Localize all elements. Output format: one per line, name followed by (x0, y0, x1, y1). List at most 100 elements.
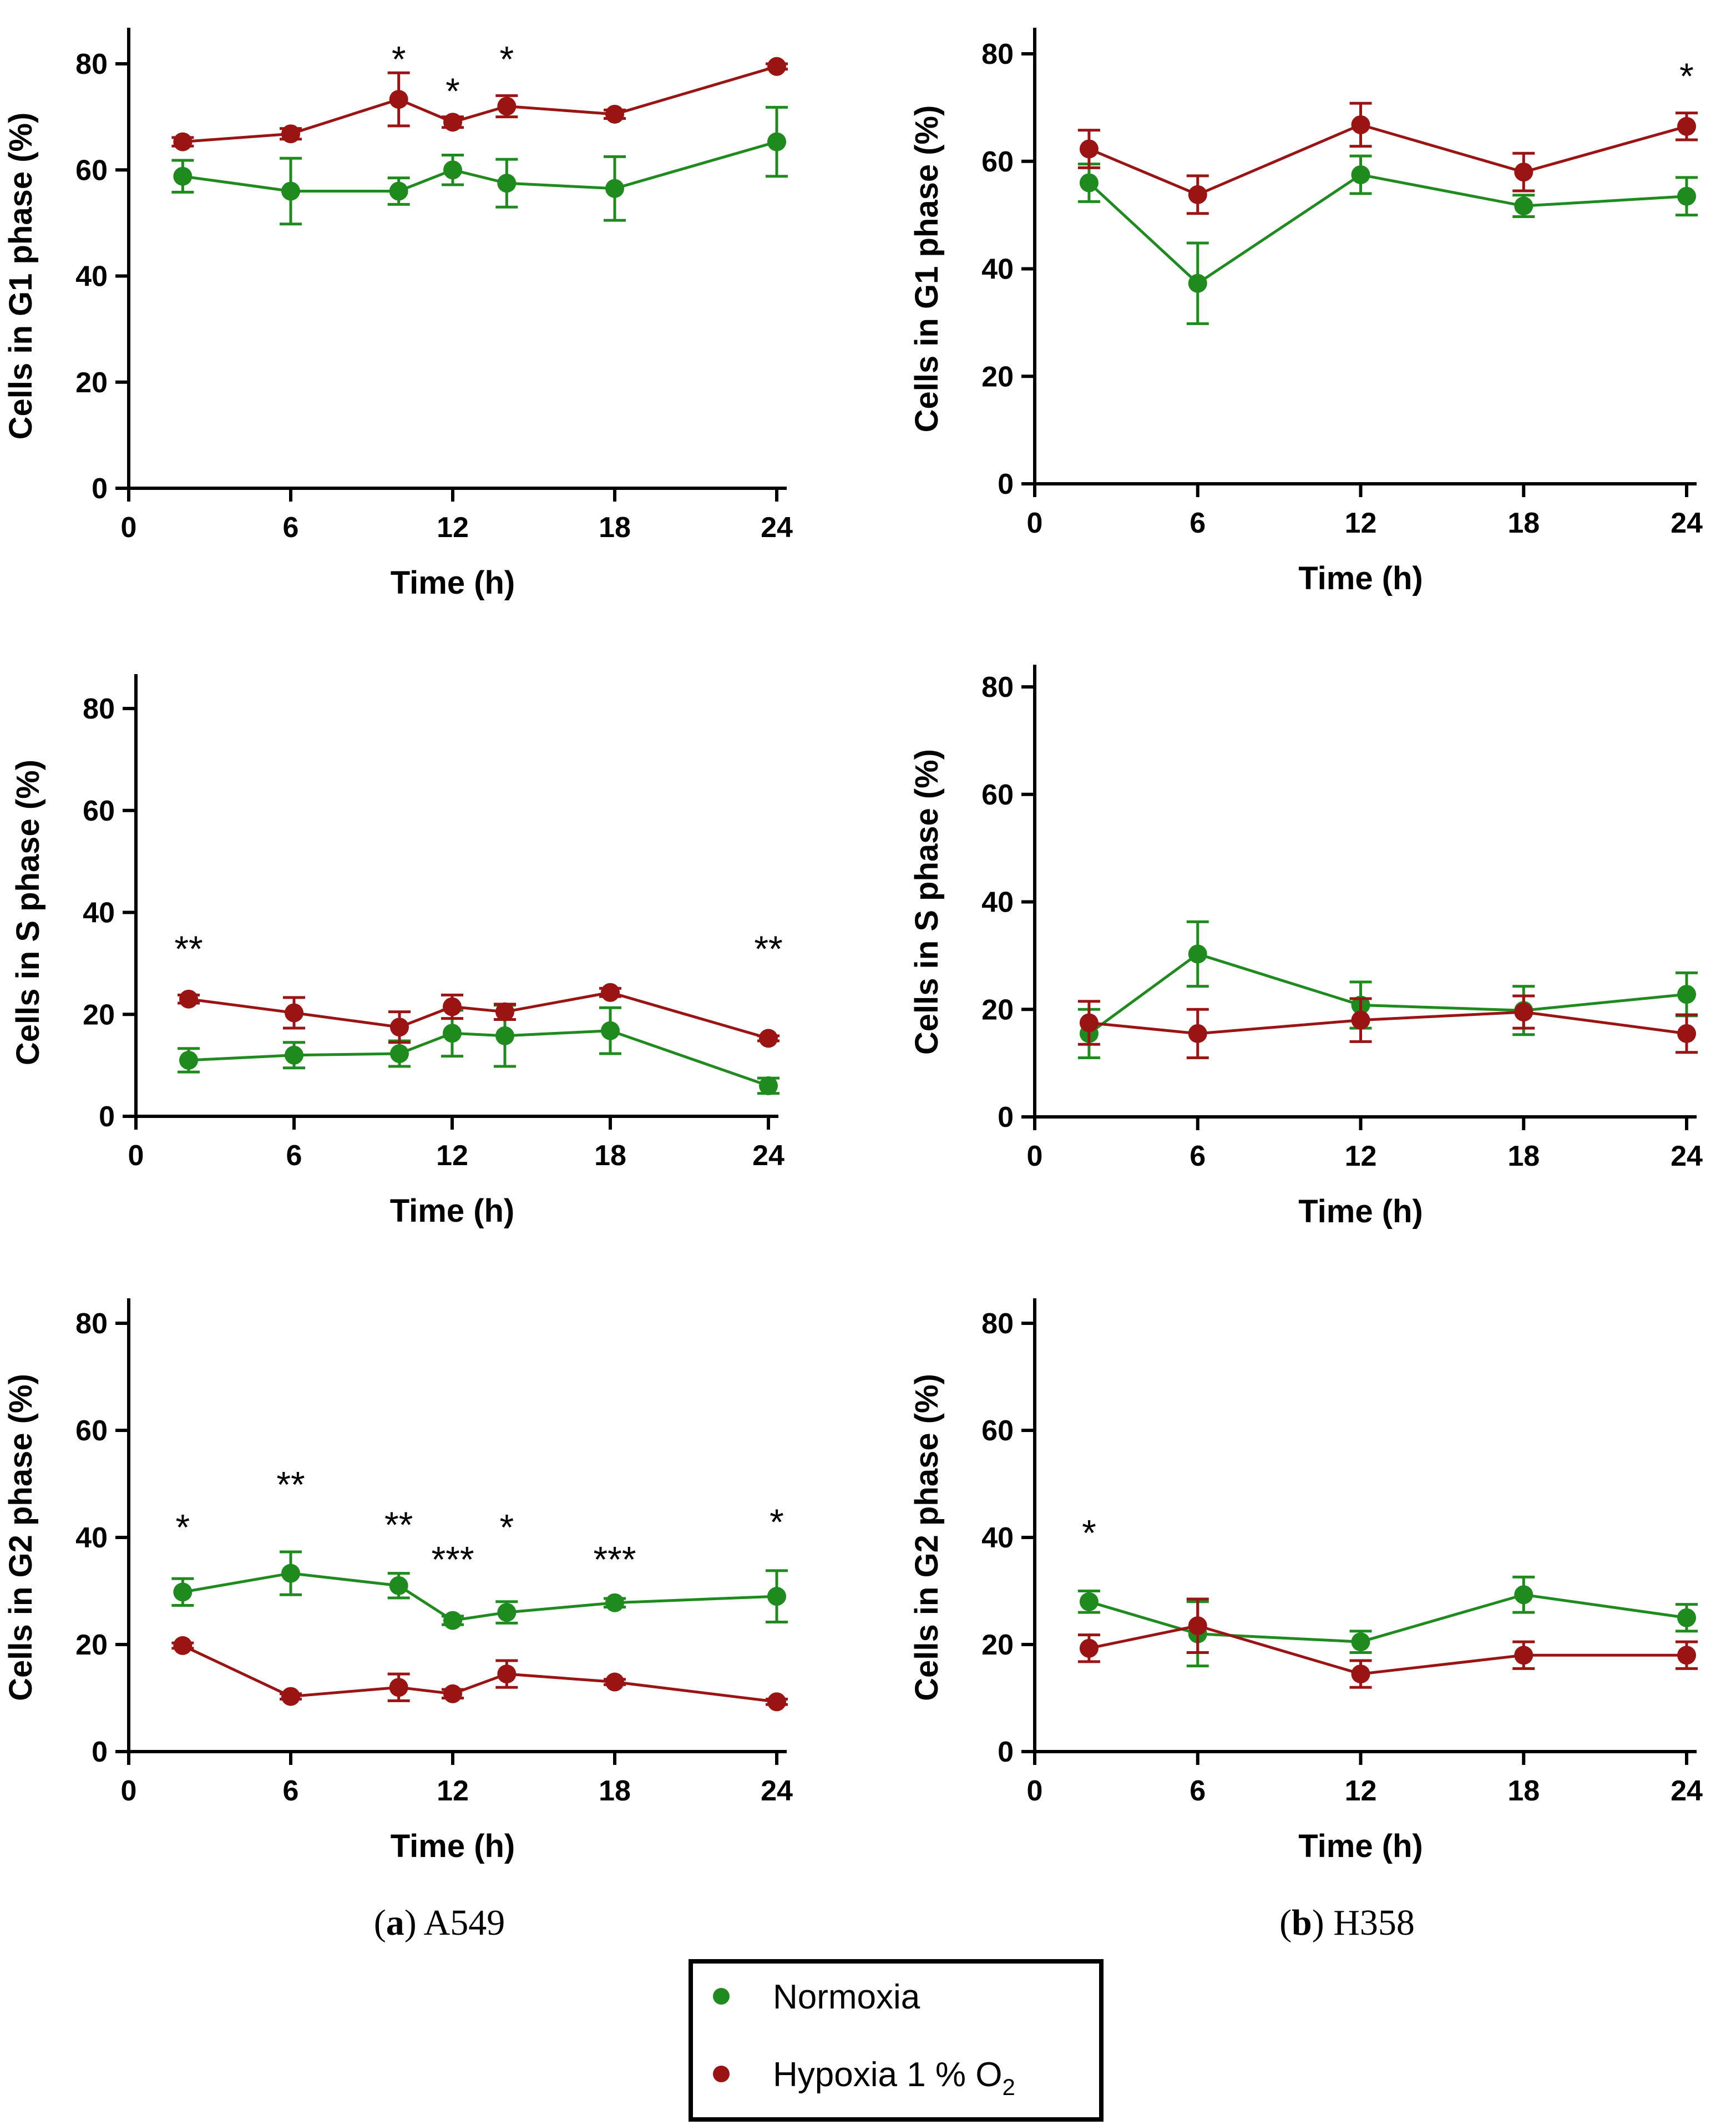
data-point-normoxia (767, 132, 786, 151)
series-hypoxia (178, 983, 780, 1048)
y-tick-label: 0 (99, 1101, 115, 1133)
data-point-hypoxia (281, 124, 300, 144)
y-tick-label: 20 (981, 361, 1014, 393)
series-hypoxia (1077, 102, 1698, 215)
data-point-hypoxia (389, 1678, 408, 1697)
data-point-normoxia (1079, 173, 1099, 193)
y-tick-label: 0 (998, 1101, 1014, 1134)
y-tick-label: 40 (83, 897, 115, 929)
x-tick-label: 0 (1027, 1140, 1043, 1172)
legend-marker-hypoxia (713, 2066, 730, 2082)
y-axis-title: Cells in G2 phase (%) (3, 1374, 39, 1701)
legend-marker-normoxia (713, 1988, 730, 2005)
series-line-hypoxia (1089, 1010, 1687, 1035)
x-tick-label: 6 (286, 1140, 302, 1172)
significance-marker: *** (593, 1539, 636, 1580)
x-tick-label: 18 (1507, 507, 1540, 539)
data-point-hypoxia (605, 104, 624, 124)
x-tick-label: 18 (599, 1775, 631, 1807)
y-tick-label: 80 (83, 693, 115, 725)
series-line-normoxia (1089, 1593, 1687, 1643)
significance-marker: ** (384, 1504, 413, 1545)
data-point-hypoxia (443, 113, 462, 132)
y-tick-label: 20 (75, 1629, 108, 1661)
data-point-hypoxia (1677, 117, 1696, 136)
series-normoxia (1077, 920, 1698, 1059)
x-tick-label: 6 (1190, 507, 1206, 539)
data-point-hypoxia (1514, 1646, 1533, 1665)
significance-marker: ** (174, 928, 203, 969)
data-point-normoxia (173, 1582, 193, 1602)
data-point-hypoxia (179, 989, 198, 1009)
x-tick-label: 6 (283, 512, 299, 544)
x-tick-label: 6 (1190, 1140, 1206, 1172)
data-point-normoxia (1677, 985, 1696, 1004)
y-axis-title: Cells in G1 phase (%) (3, 113, 39, 440)
y-tick-label: 40 (75, 261, 108, 293)
x-tick-label: 18 (1507, 1140, 1540, 1172)
data-point-normoxia (389, 181, 408, 201)
series-line-normoxia (188, 1029, 769, 1087)
x-tick-label: 18 (1507, 1775, 1540, 1807)
x-tick-label: 24 (752, 1140, 785, 1172)
data-point-hypoxia (495, 1002, 514, 1021)
y-tick-label: 60 (981, 1415, 1014, 1447)
x-axis-title: Time (h) (1298, 560, 1423, 596)
data-point-hypoxia (1514, 163, 1533, 182)
x-tick-label: 12 (1345, 1775, 1377, 1807)
data-point-hypoxia (1351, 115, 1370, 134)
significance-marker: * (446, 70, 460, 112)
data-point-normoxia (1351, 165, 1370, 184)
data-point-normoxia (605, 179, 624, 198)
y-tick-label: 80 (981, 671, 1014, 704)
data-point-normoxia (767, 1587, 786, 1606)
significance-marker: * (770, 1501, 784, 1542)
data-point-hypoxia (1514, 1003, 1533, 1022)
significance-marker: * (392, 38, 406, 79)
data-point-normoxia (1677, 1608, 1696, 1627)
x-tick-label: 24 (1671, 1775, 1703, 1807)
x-tick-label: 0 (1027, 507, 1043, 539)
y-tick-label: 20 (75, 367, 108, 399)
data-point-normoxia (285, 1045, 303, 1065)
data-point-hypoxia (389, 90, 408, 109)
y-tick-label: 60 (981, 146, 1014, 178)
x-tick-label: 12 (436, 1140, 468, 1172)
series-line-hypoxia (188, 991, 769, 1040)
x-axis-title: Time (h) (1298, 1828, 1423, 1864)
data-point-hypoxia (1677, 1646, 1696, 1665)
series-normoxia (178, 1004, 780, 1095)
x-tick-label: 12 (1345, 507, 1377, 539)
y-axis-title: Cells in G1 phase (%) (909, 105, 945, 433)
y-tick-label: 40 (981, 1522, 1014, 1554)
x-tick-label: 0 (121, 512, 137, 544)
data-point-hypoxia (390, 1018, 409, 1037)
data-point-normoxia (1188, 274, 1207, 293)
legend: Normoxia Hypoxia 1 % O2 (689, 1959, 1104, 2122)
data-point-normoxia (173, 166, 193, 186)
y-tick-label: 0 (92, 473, 108, 505)
x-tick-label: 24 (1671, 1140, 1703, 1172)
y-tick-label: 40 (75, 1522, 108, 1554)
x-tick-label: 12 (1345, 1140, 1377, 1172)
data-point-normoxia (497, 1603, 517, 1622)
y-tick-label: 60 (75, 1415, 108, 1447)
data-point-normoxia (443, 160, 462, 180)
data-point-normoxia (281, 1564, 300, 1583)
series-line-hypoxia (182, 1644, 777, 1703)
data-point-hypoxia (605, 1672, 624, 1692)
y-tick-label: 60 (75, 154, 108, 186)
y-tick-label: 80 (75, 48, 108, 80)
data-point-hypoxia (759, 1029, 778, 1048)
data-point-hypoxia (1188, 185, 1207, 204)
data-point-normoxia (443, 1024, 462, 1043)
data-point-normoxia (759, 1076, 778, 1095)
data-point-normoxia (495, 1026, 514, 1045)
data-point-hypoxia (173, 1636, 193, 1655)
y-axis-title: Cells in G2 phase (%) (909, 1374, 945, 1701)
data-point-normoxia (1351, 1632, 1370, 1652)
legend-box (689, 1959, 1104, 2122)
series-hypoxia (1077, 1597, 1698, 1689)
